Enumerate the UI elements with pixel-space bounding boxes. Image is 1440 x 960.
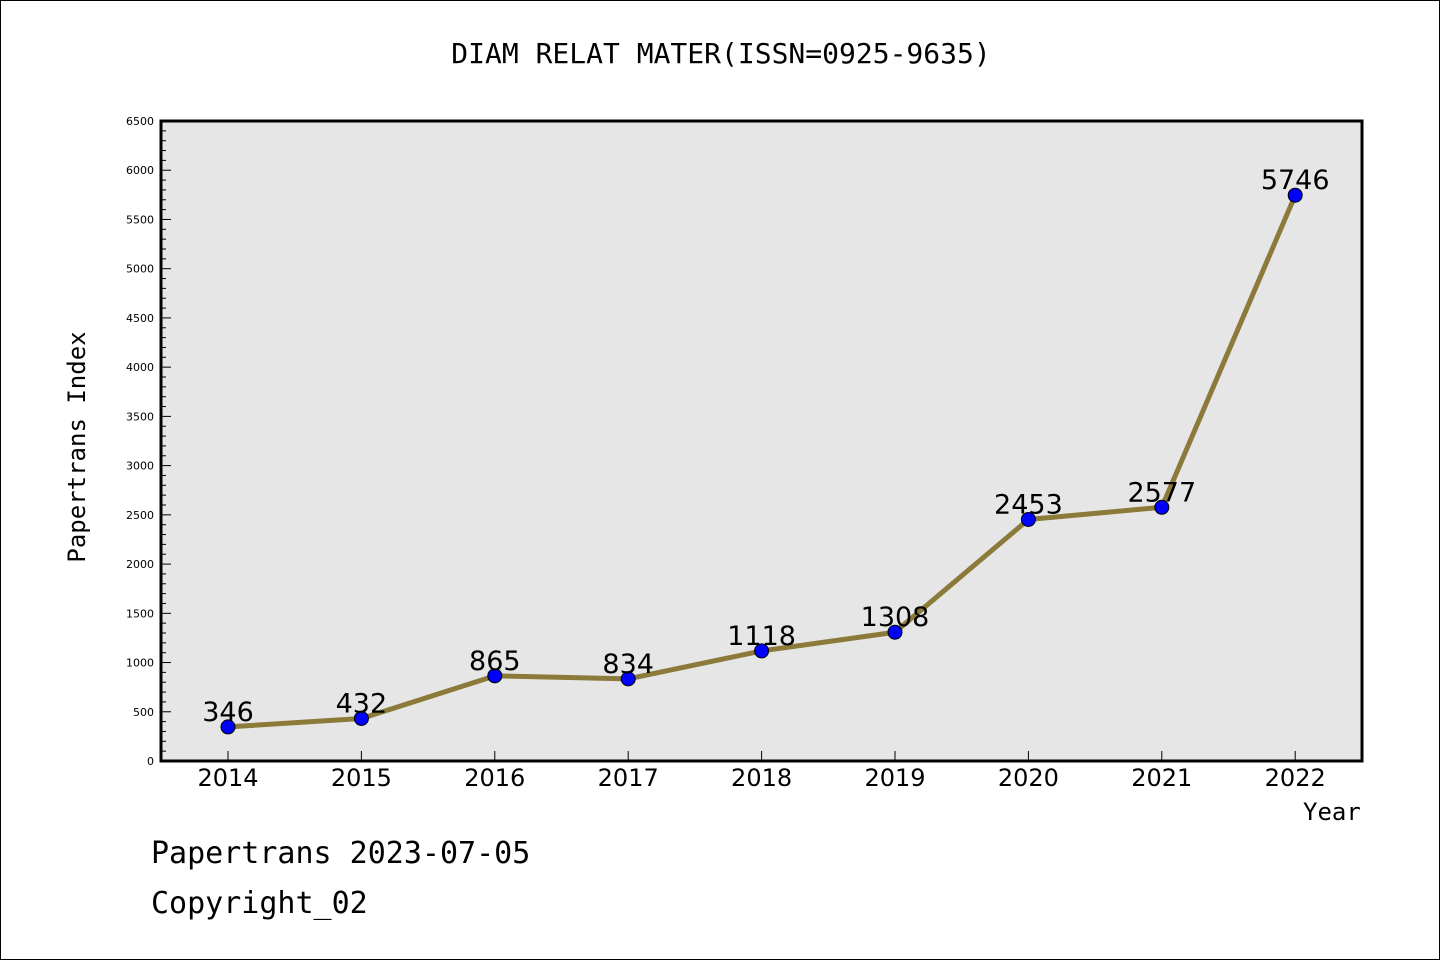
data-label: 5746 bbox=[1261, 165, 1330, 196]
y-tick-label: 2500 bbox=[126, 509, 154, 522]
x-tick-label: 2022 bbox=[1265, 764, 1326, 792]
data-label: 2577 bbox=[1127, 477, 1196, 508]
data-label: 1118 bbox=[727, 621, 796, 652]
x-tick-label: 2016 bbox=[464, 764, 525, 792]
y-tick-label: 0 bbox=[147, 755, 154, 768]
data-label: 865 bbox=[469, 646, 521, 677]
chart-title: DIAM RELAT MATER(ISSN=0925-9635) bbox=[451, 37, 991, 70]
data-label: 1308 bbox=[861, 602, 930, 633]
y-tick-label: 4000 bbox=[126, 361, 154, 374]
x-tick-label: 2014 bbox=[197, 764, 258, 792]
x-tick-label: 2015 bbox=[331, 764, 392, 792]
data-point bbox=[1154, 499, 1170, 515]
plot-area bbox=[161, 121, 1362, 761]
data-point bbox=[1020, 511, 1036, 527]
data-point bbox=[1287, 187, 1303, 203]
y-tick-label: 4500 bbox=[126, 312, 154, 325]
data-label: 432 bbox=[336, 688, 388, 719]
data-point bbox=[887, 624, 903, 640]
y-tick-label: 3500 bbox=[126, 410, 154, 423]
y-tick-label: 1500 bbox=[126, 607, 154, 620]
data-point bbox=[620, 671, 636, 687]
plot-frame bbox=[159, 119, 1364, 763]
footer-date: Papertrans 2023-07-05 bbox=[151, 836, 531, 871]
y-tick-label: 500 bbox=[133, 706, 154, 719]
data-label: 834 bbox=[602, 649, 654, 680]
y-tick-label: 6500 bbox=[126, 115, 154, 128]
data-label: 346 bbox=[202, 697, 254, 728]
y-tick-label: 3000 bbox=[126, 460, 154, 473]
x-tick-label: 2018 bbox=[731, 764, 792, 792]
y-tick-label: 5500 bbox=[126, 213, 154, 226]
data-point bbox=[353, 710, 369, 726]
x-tick-label: 2017 bbox=[598, 764, 659, 792]
x-tick-label: 2019 bbox=[864, 764, 925, 792]
y-tick-label: 5000 bbox=[126, 263, 154, 276]
footer-copyright: Copyright_02 bbox=[151, 886, 368, 921]
data-point bbox=[220, 719, 236, 735]
data-point bbox=[754, 643, 770, 659]
x-tick-label: 2021 bbox=[1131, 764, 1192, 792]
y-tick-label: 6000 bbox=[126, 164, 154, 177]
x-axis-label: Year bbox=[1303, 798, 1361, 826]
data-label: 2453 bbox=[994, 489, 1063, 520]
data-point bbox=[487, 668, 503, 684]
x-tick-label: 2020 bbox=[998, 764, 1059, 792]
y-tick-label: 2000 bbox=[126, 558, 154, 571]
y-tick-label: 1000 bbox=[126, 657, 154, 670]
